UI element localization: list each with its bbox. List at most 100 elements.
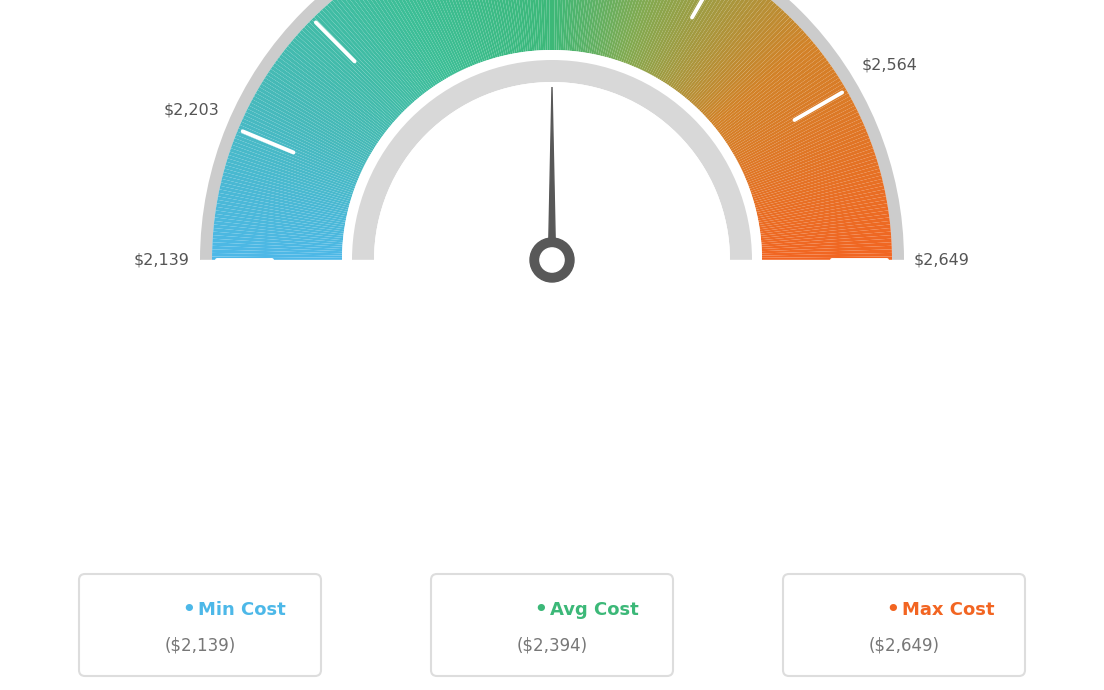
Wedge shape xyxy=(370,0,442,83)
Wedge shape xyxy=(756,182,884,214)
Wedge shape xyxy=(696,12,787,108)
Wedge shape xyxy=(750,145,873,191)
Wedge shape xyxy=(338,0,422,97)
Wedge shape xyxy=(679,0,761,94)
Wedge shape xyxy=(702,22,797,115)
Wedge shape xyxy=(545,0,550,50)
Wedge shape xyxy=(212,239,342,249)
Wedge shape xyxy=(277,57,383,137)
Wedge shape xyxy=(732,84,845,153)
Wedge shape xyxy=(341,0,423,95)
Wedge shape xyxy=(644,0,703,72)
Wedge shape xyxy=(761,224,891,240)
Wedge shape xyxy=(404,0,463,71)
Wedge shape xyxy=(720,55,825,135)
Wedge shape xyxy=(217,193,347,221)
Wedge shape xyxy=(330,0,416,101)
Wedge shape xyxy=(724,66,834,142)
Text: Avg Cost: Avg Cost xyxy=(550,601,639,619)
Wedge shape xyxy=(672,0,749,89)
Wedge shape xyxy=(597,0,629,56)
Wedge shape xyxy=(596,0,626,55)
Wedge shape xyxy=(662,0,734,83)
Wedge shape xyxy=(715,46,818,130)
Wedge shape xyxy=(243,115,362,172)
Wedge shape xyxy=(734,90,848,157)
Wedge shape xyxy=(730,78,841,149)
Wedge shape xyxy=(636,0,690,68)
Text: $2,203: $2,203 xyxy=(164,103,220,118)
Wedge shape xyxy=(374,82,730,260)
Wedge shape xyxy=(760,214,890,234)
Wedge shape xyxy=(200,0,904,260)
Wedge shape xyxy=(234,135,357,185)
Wedge shape xyxy=(355,0,432,89)
Wedge shape xyxy=(622,0,667,62)
Text: •: • xyxy=(181,598,197,622)
Wedge shape xyxy=(288,43,390,128)
Wedge shape xyxy=(262,81,373,151)
Wedge shape xyxy=(753,161,879,201)
Wedge shape xyxy=(608,0,647,59)
Wedge shape xyxy=(212,257,342,260)
Wedge shape xyxy=(352,0,431,90)
Wedge shape xyxy=(762,257,892,260)
Wedge shape xyxy=(681,0,763,95)
Wedge shape xyxy=(723,63,831,140)
Wedge shape xyxy=(749,138,871,187)
Wedge shape xyxy=(572,0,587,51)
Wedge shape xyxy=(307,22,402,115)
Wedge shape xyxy=(751,148,874,193)
Wedge shape xyxy=(760,210,889,232)
Wedge shape xyxy=(293,38,393,124)
Circle shape xyxy=(530,238,574,282)
Wedge shape xyxy=(725,69,836,144)
Wedge shape xyxy=(273,63,381,140)
Wedge shape xyxy=(708,32,807,121)
Wedge shape xyxy=(481,0,510,55)
Wedge shape xyxy=(629,0,680,66)
FancyBboxPatch shape xyxy=(431,574,673,676)
Wedge shape xyxy=(762,253,892,258)
Text: $2,564: $2,564 xyxy=(862,57,917,72)
Wedge shape xyxy=(604,0,640,57)
Wedge shape xyxy=(213,228,343,242)
Wedge shape xyxy=(752,155,877,197)
Wedge shape xyxy=(502,0,523,52)
Wedge shape xyxy=(714,43,816,128)
Wedge shape xyxy=(259,84,372,153)
Wedge shape xyxy=(213,232,342,245)
Wedge shape xyxy=(758,200,888,225)
Wedge shape xyxy=(760,207,889,229)
Wedge shape xyxy=(762,235,891,247)
Wedge shape xyxy=(554,0,559,50)
Wedge shape xyxy=(215,210,344,232)
Wedge shape xyxy=(688,0,774,101)
Wedge shape xyxy=(667,0,740,85)
Wedge shape xyxy=(478,0,508,55)
Wedge shape xyxy=(464,0,500,57)
Text: ($2,394): ($2,394) xyxy=(517,637,587,655)
Wedge shape xyxy=(263,78,374,149)
Wedge shape xyxy=(565,0,577,50)
Wedge shape xyxy=(240,121,360,177)
Wedge shape xyxy=(657,0,725,79)
Text: ($2,139): ($2,139) xyxy=(164,637,235,655)
Wedge shape xyxy=(385,0,450,77)
Wedge shape xyxy=(531,0,541,50)
Wedge shape xyxy=(552,0,555,50)
Wedge shape xyxy=(757,193,887,221)
Wedge shape xyxy=(373,0,443,81)
Wedge shape xyxy=(743,119,862,175)
Wedge shape xyxy=(221,179,348,212)
Wedge shape xyxy=(475,0,507,56)
Wedge shape xyxy=(606,0,644,58)
Wedge shape xyxy=(254,93,369,159)
Wedge shape xyxy=(760,204,888,227)
Wedge shape xyxy=(617,0,660,61)
Wedge shape xyxy=(742,115,861,172)
Wedge shape xyxy=(367,0,439,84)
Wedge shape xyxy=(379,0,447,79)
Wedge shape xyxy=(619,0,664,61)
Wedge shape xyxy=(707,30,805,119)
